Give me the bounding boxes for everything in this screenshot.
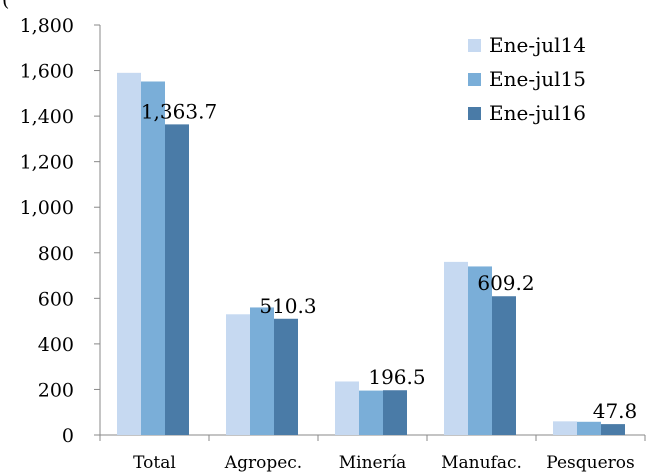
x-category-label: Manufac.	[441, 453, 522, 473]
data-label: 609.2	[477, 271, 534, 295]
data-labels: 1,363.7 510.3 196.5 609.2 47.8	[141, 99, 637, 423]
bar	[468, 266, 492, 435]
x-category-label: Minería	[339, 453, 407, 473]
y-tick-label: 0	[62, 425, 74, 447]
y-tick-label: 1,600	[20, 61, 74, 83]
bar	[577, 421, 601, 435]
bar	[274, 318, 298, 435]
legend-label: Ene-jul16	[489, 101, 586, 125]
y-tick-label: 1,400	[20, 106, 74, 128]
data-label: 47.8	[593, 399, 638, 423]
data-label: 1,363.7	[141, 99, 217, 123]
legend: Ene-jul14 Ene-jul15 Ene-jul16	[468, 33, 586, 125]
x-category-label: Agropec.	[224, 453, 302, 473]
x-category-label: Total	[133, 453, 176, 473]
y-tick-label: 1,800	[20, 15, 74, 37]
bar	[553, 421, 577, 435]
y-tick-label: 800	[38, 243, 74, 265]
bar	[359, 390, 383, 435]
legend-swatch	[468, 39, 481, 52]
y-tick-label: 600	[38, 288, 74, 310]
bar	[492, 296, 516, 435]
legend-label: Ene-jul14	[489, 33, 586, 57]
bar	[601, 424, 625, 435]
bar	[250, 307, 274, 435]
y-tick-label: 400	[38, 334, 74, 356]
bar	[226, 314, 250, 435]
y-tick-label: 200	[38, 379, 74, 401]
bar	[117, 72, 141, 435]
data-label: 510.3	[259, 294, 316, 318]
x-category-label: Pesqueros	[546, 453, 634, 473]
data-label: 196.5	[368, 365, 425, 389]
bar	[335, 381, 359, 435]
y-tick-label: 1,200	[20, 152, 74, 174]
y-axis: 0 200 400 600 800 1,000 1,200 1,400 1,600 1,800	[20, 15, 101, 447]
bar	[165, 124, 189, 435]
y-tick-label: 1,000	[20, 197, 74, 219]
x-axis: Total Agropec. Minería Manufac. Pesqueros	[99, 434, 646, 473]
bar	[444, 261, 468, 435]
bar	[141, 81, 165, 435]
legend-swatch	[468, 107, 481, 120]
legend-label: Ene-jul15	[489, 67, 586, 91]
bars	[117, 72, 625, 435]
legend-swatch	[468, 73, 481, 86]
bar	[383, 390, 407, 435]
header-fragment: (	[2, 0, 9, 11]
